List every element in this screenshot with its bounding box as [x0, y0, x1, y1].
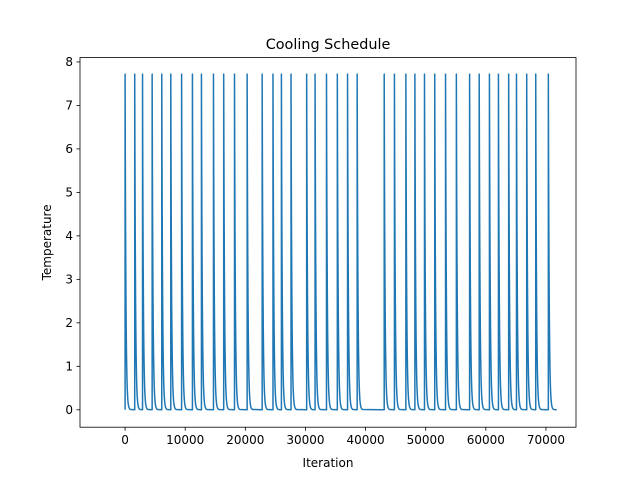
x-tick-label: 70000	[527, 433, 565, 447]
y-tick-label: 7	[65, 99, 73, 113]
plot-content	[124, 73, 557, 411]
y-tick-label: 0	[65, 403, 73, 417]
y-axis: 0 1 2 3 4 5 6 7 8	[65, 55, 80, 417]
x-tick-label: 60000	[467, 433, 505, 447]
y-tick-label: 8	[65, 55, 73, 69]
chart-title: Cooling Schedule	[266, 37, 391, 53]
x-tick-label: 40000	[346, 433, 384, 447]
temperature-series-line	[124, 73, 557, 411]
y-tick-label: 3	[65, 273, 73, 287]
y-tick-label: 5	[65, 186, 73, 200]
y-tick-label: 4	[65, 229, 73, 243]
y-tick-label: 2	[65, 316, 73, 330]
x-axis-label: Iteration	[303, 456, 354, 470]
x-tick-label: 0	[121, 433, 129, 447]
x-tick-label: 20000	[226, 433, 264, 447]
x-tick-label: 50000	[407, 433, 445, 447]
x-axis: 0 10000 20000 30000 40000 50000 60000 70000	[121, 427, 565, 447]
y-tick-label: 1	[65, 360, 73, 374]
y-axis-label: Temperature	[40, 204, 54, 281]
x-tick-label: 10000	[166, 433, 204, 447]
x-tick-label: 30000	[286, 433, 324, 447]
y-tick-label: 6	[65, 142, 73, 156]
plot-area-frame	[79, 57, 577, 428]
